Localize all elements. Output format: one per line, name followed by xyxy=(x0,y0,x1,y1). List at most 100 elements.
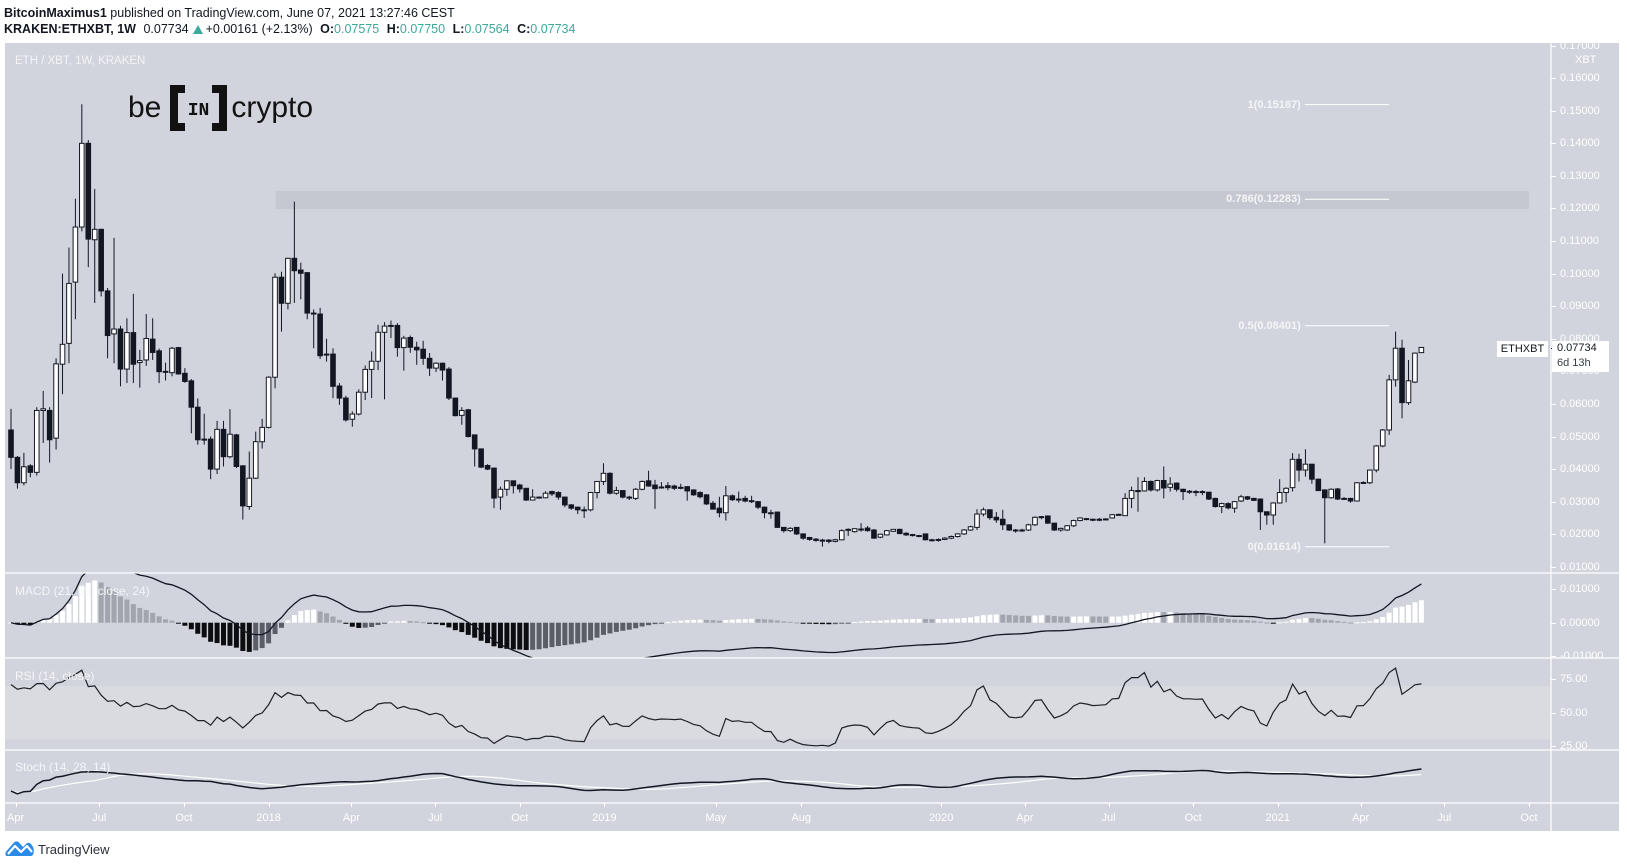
candle xyxy=(1077,517,1083,522)
candle xyxy=(1347,497,1354,503)
last-price-tag: 0.07734 6d 13h xyxy=(1552,341,1609,372)
price-axis-label: 0.01000 xyxy=(1560,560,1600,573)
candle xyxy=(1289,453,1296,492)
macd-histogram-bar xyxy=(1412,602,1418,623)
candle xyxy=(401,335,407,371)
candle xyxy=(1341,497,1347,501)
time-axis-tick xyxy=(268,803,270,807)
fib-level-label: 0.786(0.12283) xyxy=(1226,193,1301,206)
macd-histogram-bar xyxy=(356,622,362,628)
macd-histogram-bar xyxy=(729,619,735,623)
macd-histogram-bar xyxy=(910,619,916,623)
macd-histogram-bar xyxy=(562,622,568,646)
candle xyxy=(497,486,504,510)
macd-histogram-bar xyxy=(549,622,555,648)
candle xyxy=(729,494,736,502)
macd-histogram-bar xyxy=(807,622,813,624)
candle xyxy=(1315,478,1322,492)
candle xyxy=(1405,359,1412,405)
macd-histogram-bar xyxy=(1405,604,1411,623)
candle xyxy=(1225,502,1231,510)
candle xyxy=(124,318,130,384)
macd-histogram-bar xyxy=(1032,615,1038,623)
tradingview-footer[interactable]: TradingView xyxy=(5,840,110,858)
candle xyxy=(581,506,587,518)
candle xyxy=(658,482,665,489)
author-name[interactable]: BitcoinMaximus1 xyxy=(4,6,107,20)
macd-histogram-bar xyxy=(1251,620,1257,623)
stoch-label[interactable]: Stoch (14, 28, 14) xyxy=(15,760,111,774)
close-value: 0.07734 xyxy=(530,22,576,36)
macd-histogram-bar xyxy=(1380,617,1386,623)
candle xyxy=(510,480,517,494)
price-axis-tick xyxy=(1551,469,1556,471)
watermark-be: be xyxy=(128,91,162,124)
macd-histogram-bar xyxy=(1244,620,1250,623)
macd-histogram-bar xyxy=(47,619,53,623)
macd-histogram-bar xyxy=(394,621,400,623)
macd-histogram-bar xyxy=(472,622,478,638)
candle xyxy=(1283,487,1289,503)
macd-histogram-bar xyxy=(349,622,355,627)
candle xyxy=(768,509,774,519)
macd-histogram-bar xyxy=(1058,616,1064,623)
macd-histogram-bar xyxy=(382,622,388,624)
macd-histogram-bar xyxy=(594,622,600,638)
macd-histogram-bar xyxy=(163,619,169,623)
price-axis-label: 0.04000 xyxy=(1560,463,1600,476)
macd-histogram-bar xyxy=(633,622,639,629)
macd-histogram-bar xyxy=(697,619,703,623)
rsi-label[interactable]: RSI (14, close) xyxy=(15,669,95,683)
candle xyxy=(1167,477,1174,492)
high-value: 0.07750 xyxy=(399,22,446,36)
macd-histogram-bar xyxy=(761,619,767,623)
price-axis-label: 0.10000 xyxy=(1560,267,1600,280)
macd-histogram-bar xyxy=(1238,619,1244,623)
macd-histogram-bar xyxy=(1360,622,1366,624)
candle xyxy=(201,413,207,445)
candle xyxy=(323,338,330,362)
macd-label[interactable]: MACD (21, 55, close, 24) xyxy=(15,584,150,598)
fib-level-label: 1(0.15187) xyxy=(1247,98,1301,111)
candle xyxy=(1238,494,1244,502)
macd-axis[interactable]: 0.01000 0.00000 -0.01000 xyxy=(1551,573,1619,658)
macd-histogram-bar xyxy=(1386,612,1392,623)
macd-histogram-bar xyxy=(639,622,645,627)
macd-histogram-bar xyxy=(1064,616,1070,623)
candle xyxy=(562,496,568,508)
candle xyxy=(79,104,85,232)
macd-histogram-bar xyxy=(1174,612,1180,623)
rsi-axis[interactable]: 75.00 50.00 25.00 xyxy=(1551,658,1619,750)
macd-histogram-bar xyxy=(1399,606,1405,623)
macd-histogram-bar xyxy=(684,620,690,623)
candle xyxy=(91,188,98,303)
macd-histogram-bar xyxy=(543,622,549,649)
candle xyxy=(98,228,104,297)
candle xyxy=(349,411,356,427)
macd-histogram-bar xyxy=(266,622,272,644)
resistance-zone[interactable] xyxy=(275,190,1529,210)
macd-histogram-bar xyxy=(517,622,523,650)
candle xyxy=(104,287,111,359)
time-axis-tick xyxy=(604,803,606,807)
macd-histogram-bar xyxy=(607,622,613,634)
candle xyxy=(555,491,562,500)
candle xyxy=(59,273,66,395)
macd-histogram-bar xyxy=(14,622,20,625)
candle xyxy=(523,487,530,502)
price-axis-tick xyxy=(1551,273,1556,275)
candle xyxy=(1019,528,1025,532)
time-axis[interactable]: Apr Jul Oct 2018 Apr Jul Oct 2019 May Aug 2020 Apr J… xyxy=(5,803,1551,831)
time-axis-label: Apr xyxy=(1016,812,1034,824)
macd-histogram-bar xyxy=(774,620,780,623)
candle xyxy=(1032,516,1038,527)
macd-histogram-bar xyxy=(749,618,755,623)
price-axis[interactable]: XBT 0.17000 0.16000 0.15000 0.14000 0.13000 0… xyxy=(1551,43,1619,573)
price-axis-tick xyxy=(1551,436,1556,438)
candle xyxy=(14,456,21,489)
candle xyxy=(66,247,72,364)
macd-histogram-bar xyxy=(407,621,413,623)
macd-histogram-bar xyxy=(877,620,883,623)
macd-histogram-bar xyxy=(581,622,587,643)
